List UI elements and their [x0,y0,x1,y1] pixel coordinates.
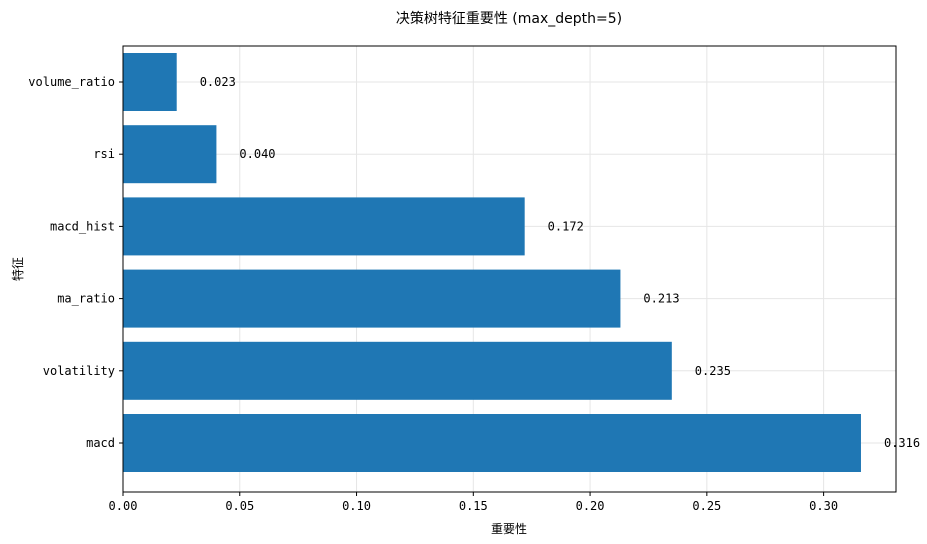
y-tick-label-rsi: rsi [93,147,115,161]
bars [123,53,861,472]
y-tick-label-macd_hist: macd_hist [50,219,115,233]
y-tick-label-volatility: volatility [43,364,115,378]
x-tick-label: 0.10 [342,499,371,513]
x-tick-label: 0.15 [459,499,488,513]
value-label-ma_ratio: 0.213 [643,292,679,306]
bar-volatility [123,341,672,400]
value-label-macd_hist: 0.172 [548,219,584,233]
x-tick-label: 0.20 [576,499,605,513]
x-axis-label: 重要性 [491,522,527,536]
y-tick-label-macd: macd [86,436,115,450]
chart-title: 决策树特征重要性 (max_depth=5) [396,10,622,27]
x-tick-label: 0.00 [109,499,138,513]
x-ticks: 0.00 0.05 0.10 0.15 0.20 0.25 0.30 [109,492,838,513]
bar-macd [123,414,861,472]
y-tick-label-volume_ratio: volume_ratio [28,75,115,89]
x-tick-label: 0.05 [225,499,254,513]
bar-volume_ratio [123,53,177,111]
y-axis-label: 特征 [10,257,25,281]
x-tick-label: 0.25 [692,499,721,513]
bar-ma_ratio [123,269,621,328]
x-tick-label: 0.30 [809,499,838,513]
value-label-volume_ratio: 0.023 [200,75,236,89]
plot-frame [122,45,897,493]
value-label-rsi: 0.040 [239,147,275,161]
value-label-volatility: 0.235 [695,364,731,378]
y-ticks: macd volatility ma_ratio macd_hist rsi volume… [28,75,123,450]
bar-rsi [123,125,217,184]
value-label-macd: 0.316 [884,436,920,450]
y-tick-label-ma_ratio: ma_ratio [57,292,115,306]
bar-macd_hist [123,197,525,256]
value-labels: 0.316 0.235 0.213 0.172 0.040 0.023 [200,75,920,450]
